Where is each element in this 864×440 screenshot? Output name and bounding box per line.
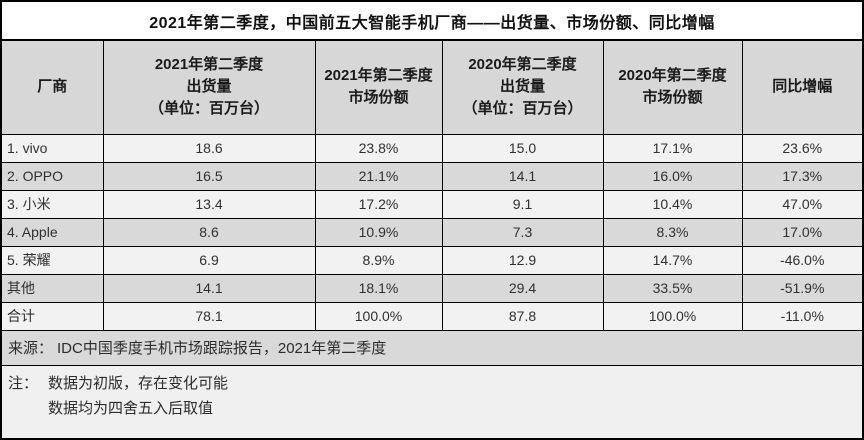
note-label: 注： <box>8 374 39 392</box>
yoy-cell: 17.0% <box>741 217 862 247</box>
table-row-vivo: 1. vivo 18.6 23.8% 15.0 17.1% 23.6% <box>2 133 862 163</box>
col-header-2021-shipments: 2021年第二季度 出货量 （单位：百万台） <box>102 41 316 135</box>
header-line: 市场份额 <box>348 89 409 107</box>
header-line: 同比增幅 <box>772 78 833 96</box>
shipments-2020-cell: 29.4 <box>441 273 604 303</box>
header-line: （单位：百万台） <box>462 100 583 118</box>
yoy-cell: 23.6% <box>741 133 862 163</box>
share-2021-cell: 23.8% <box>314 133 443 163</box>
col-header-2021-share: 2021年第二季度 市场份额 <box>314 41 443 135</box>
table-row-others: 其他 14.1 18.1% 29.4 33.5% -51.9% <box>2 273 862 303</box>
share-2020-cell: 14.7% <box>602 245 743 275</box>
vendor-cell: 合计 <box>2 301 104 331</box>
shipments-2020-cell: 15.0 <box>441 133 604 163</box>
source-text: IDC中国季度手机市场跟踪报告，2021年第二季度 <box>57 340 387 357</box>
shipments-2021-cell: 6.9 <box>102 245 316 275</box>
vendor-cell: 4. Apple <box>2 217 104 247</box>
header-line: 2020年第二季度 <box>468 56 577 74</box>
vendor-cell: 其他 <box>2 273 104 303</box>
vendor-cell: 1. vivo <box>2 133 104 163</box>
shipments-2020-cell: 14.1 <box>441 161 604 191</box>
yoy-cell: -11.0% <box>741 301 862 331</box>
note-line-1: 数据为初版，存在变化可能 <box>48 374 229 392</box>
notes-section: 注： 数据为初版，存在变化可能 数据均为四舍五入后取值 <box>2 365 862 438</box>
share-2020-cell: 10.4% <box>602 189 743 219</box>
phone-market-table: 厂商 2021年第二季度 出货量 （单位：百万台） 2021年第二季度 市场份额… <box>2 41 862 331</box>
header-line: （单位：百万台） <box>148 100 269 118</box>
yoy-cell: -46.0% <box>741 245 862 275</box>
page-title: 2021年第二季度，中国前五大智能手机厂商——出货量、市场份额、同比增幅 <box>2 2 862 41</box>
shipments-2020-cell: 12.9 <box>441 245 604 275</box>
source-row: 来源： IDC中国季度手机市场跟踪报告，2021年第二季度 <box>2 330 862 366</box>
table-row-xiaomi: 3. 小米 13.4 17.2% 9.1 10.4% 47.0% <box>2 189 862 219</box>
shipments-2021-cell: 78.1 <box>102 301 316 331</box>
table-row-honor: 5. 荣耀 6.9 8.9% 12.9 14.7% -46.0% <box>2 245 862 275</box>
yoy-cell: 47.0% <box>741 189 862 219</box>
vendor-cell: 3. 小米 <box>2 189 104 219</box>
col-header-vendor: 厂商 <box>2 41 104 135</box>
source-label: 来源： <box>8 340 54 357</box>
col-header-2020-shipments: 2020年第二季度 出货量 （单位：百万台） <box>441 41 604 135</box>
note-line-2: 数据均为四舍五入后取值 <box>48 399 214 417</box>
share-2020-cell: 100.0% <box>602 301 743 331</box>
shipments-2020-cell: 87.8 <box>441 301 604 331</box>
shipments-2020-cell: 9.1 <box>441 189 604 219</box>
col-header-2020-share: 2020年第二季度 市场份额 <box>602 41 743 135</box>
header-line: 出货量 <box>499 78 545 96</box>
header-line: 2020年第二季度 <box>618 67 727 85</box>
table-row-oppo: 2. OPPO 16.5 21.1% 14.1 16.0% 17.3% <box>2 161 862 191</box>
col-header-yoy: 同比增幅 <box>741 41 862 135</box>
shipments-2021-cell: 18.6 <box>102 133 316 163</box>
header-line: 出货量 <box>186 78 232 96</box>
header-line: 市场份额 <box>642 89 703 107</box>
share-2021-cell: 21.1% <box>314 161 443 191</box>
share-2021-cell: 10.9% <box>314 217 443 247</box>
shipments-2021-cell: 14.1 <box>102 273 316 303</box>
table-row-total: 合计 78.1 100.0% 87.8 100.0% -11.0% <box>2 301 862 331</box>
share-2021-cell: 100.0% <box>314 301 443 331</box>
yoy-cell: 17.3% <box>741 161 862 191</box>
share-2021-cell: 8.9% <box>314 245 443 275</box>
share-2020-cell: 33.5% <box>602 273 743 303</box>
table-row-apple: 4. Apple 8.6 10.9% 7.3 8.3% 17.0% <box>2 217 862 247</box>
share-2020-cell: 8.3% <box>602 217 743 247</box>
share-2021-cell: 18.1% <box>314 273 443 303</box>
share-2021-cell: 17.2% <box>314 189 443 219</box>
shipments-2021-cell: 13.4 <box>102 189 316 219</box>
header-line: 厂商 <box>37 78 68 96</box>
share-2020-cell: 16.0% <box>602 161 743 191</box>
header-line: 2021年第二季度 <box>324 67 433 85</box>
shipments-2020-cell: 7.3 <box>441 217 604 247</box>
shipments-2021-cell: 8.6 <box>102 217 316 247</box>
yoy-cell: -51.9% <box>741 273 862 303</box>
share-2020-cell: 17.1% <box>602 133 743 163</box>
note-lines: 数据为初版，存在变化可能 数据均为四舍五入后取值 <box>48 371 228 421</box>
header-line: 2021年第二季度 <box>154 56 264 74</box>
vendor-cell: 2. OPPO <box>2 161 104 191</box>
shipments-2021-cell: 16.5 <box>102 161 316 191</box>
header-row: 厂商 2021年第二季度 出货量 （单位：百万台） 2021年第二季度 市场份额… <box>2 41 862 135</box>
vendor-cell: 5. 荣耀 <box>2 245 104 275</box>
